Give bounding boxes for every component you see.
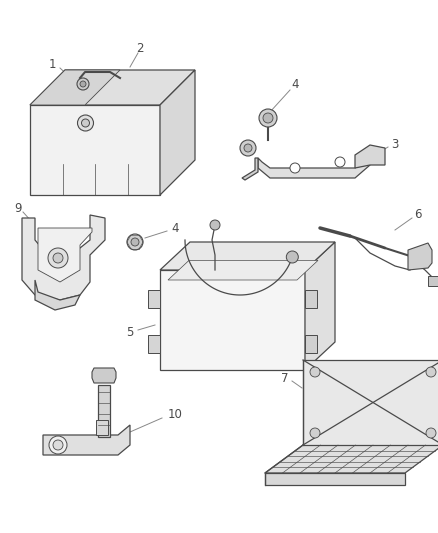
Bar [98, 385, 110, 437]
Circle shape [426, 428, 436, 438]
Polygon shape [242, 158, 258, 180]
Polygon shape [160, 242, 335, 270]
Circle shape [53, 440, 63, 450]
Text: 2: 2 [136, 42, 144, 54]
Text: 9: 9 [14, 201, 22, 214]
Polygon shape [305, 335, 317, 353]
Text: 10: 10 [168, 408, 183, 422]
Polygon shape [148, 335, 160, 353]
Polygon shape [43, 425, 130, 455]
Polygon shape [258, 155, 370, 178]
Polygon shape [35, 280, 80, 310]
Polygon shape [92, 368, 116, 383]
Polygon shape [265, 445, 438, 473]
Polygon shape [30, 70, 195, 105]
Polygon shape [305, 242, 335, 370]
Polygon shape [265, 473, 405, 485]
Polygon shape [160, 70, 195, 195]
Polygon shape [30, 70, 120, 105]
Polygon shape [355, 145, 385, 168]
Circle shape [240, 140, 256, 156]
Circle shape [77, 78, 89, 90]
Circle shape [259, 109, 277, 127]
Circle shape [310, 367, 320, 377]
Text: 7: 7 [281, 372, 289, 384]
Polygon shape [305, 290, 317, 308]
Text: 6: 6 [414, 208, 422, 222]
Polygon shape [408, 243, 432, 270]
Circle shape [131, 238, 139, 246]
Circle shape [244, 144, 252, 152]
Circle shape [78, 115, 93, 131]
Circle shape [127, 234, 143, 250]
Bar [160, 270, 305, 370]
Bar [30, 105, 160, 195]
Polygon shape [96, 420, 108, 435]
Polygon shape [428, 276, 438, 286]
Polygon shape [168, 261, 318, 280]
Polygon shape [148, 290, 160, 308]
Circle shape [290, 163, 300, 173]
Circle shape [286, 251, 298, 263]
Circle shape [53, 253, 63, 263]
Circle shape [80, 81, 86, 87]
Text: 4: 4 [171, 222, 179, 235]
Text: 5: 5 [126, 326, 134, 338]
Circle shape [81, 119, 89, 127]
Text: 1: 1 [48, 59, 56, 71]
Polygon shape [38, 228, 92, 282]
Polygon shape [22, 215, 105, 300]
Circle shape [310, 428, 320, 438]
Polygon shape [303, 360, 438, 445]
Circle shape [49, 436, 67, 454]
Circle shape [48, 248, 68, 268]
Circle shape [426, 367, 436, 377]
Circle shape [263, 113, 273, 123]
Text: 3: 3 [391, 139, 399, 151]
Circle shape [210, 220, 220, 230]
Circle shape [335, 157, 345, 167]
Text: 4: 4 [291, 78, 299, 92]
